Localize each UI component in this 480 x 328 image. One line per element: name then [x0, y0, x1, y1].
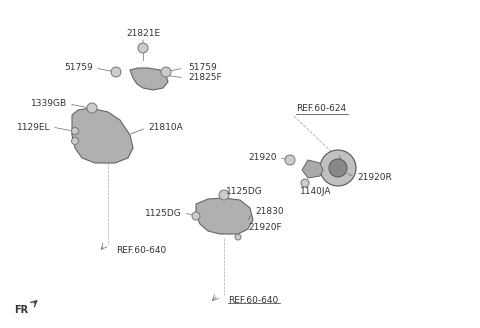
Circle shape [219, 190, 229, 200]
Text: 1125DG: 1125DG [226, 188, 263, 196]
Circle shape [138, 43, 148, 53]
Text: 21810A: 21810A [148, 122, 183, 132]
Text: 21821E: 21821E [126, 30, 160, 38]
Circle shape [320, 150, 356, 186]
Circle shape [87, 103, 97, 113]
Text: 51759: 51759 [188, 63, 217, 72]
Circle shape [235, 234, 241, 240]
Text: REF.60-624: REF.60-624 [296, 104, 346, 113]
Circle shape [111, 67, 121, 77]
Circle shape [192, 212, 200, 220]
Text: 1125DG: 1125DG [145, 209, 182, 217]
Circle shape [161, 67, 171, 77]
Text: 21920F: 21920F [248, 223, 282, 233]
Text: 1339GB: 1339GB [31, 99, 67, 109]
Circle shape [72, 137, 79, 145]
Text: FR: FR [14, 305, 28, 315]
Text: REF.60-640: REF.60-640 [116, 246, 166, 255]
Text: 1129EL: 1129EL [16, 122, 50, 132]
Polygon shape [302, 160, 323, 178]
Text: REF.60-640: REF.60-640 [228, 296, 278, 305]
Text: 21830: 21830 [255, 208, 284, 216]
Text: 21825F: 21825F [188, 72, 222, 81]
Text: 1140JA: 1140JA [300, 188, 332, 196]
Polygon shape [196, 198, 253, 234]
Text: 21920: 21920 [249, 153, 277, 161]
Circle shape [72, 128, 79, 134]
Circle shape [285, 155, 295, 165]
Text: 51759: 51759 [64, 63, 93, 72]
Polygon shape [130, 68, 168, 90]
Text: 21920R: 21920R [357, 173, 392, 181]
Circle shape [329, 159, 347, 177]
Circle shape [301, 179, 309, 187]
Polygon shape [72, 108, 133, 163]
